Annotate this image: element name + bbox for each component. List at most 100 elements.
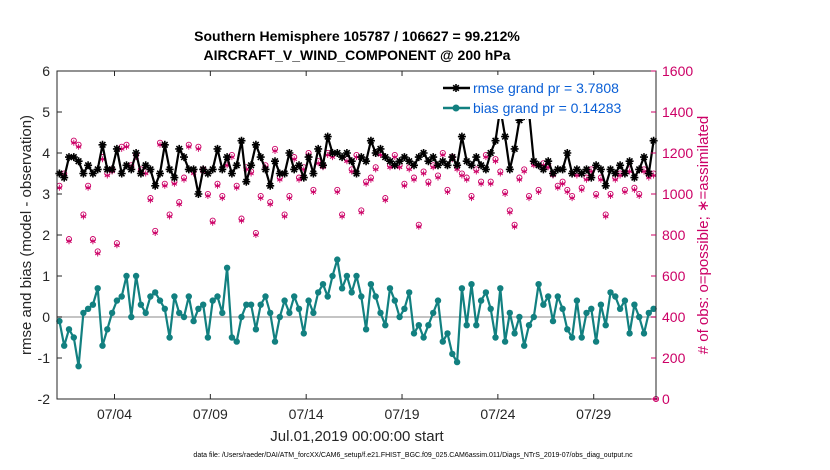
obs-assimilated-point: [238, 217, 245, 224]
rmse-point: [323, 132, 332, 141]
x-tick-label: 07/14: [289, 406, 324, 422]
obs-assimilated-point: [391, 154, 398, 161]
rmse-point: [611, 169, 620, 178]
bias-point: [84, 305, 92, 312]
bias-point: [640, 330, 648, 337]
bias-point: [70, 334, 78, 341]
rmse-point: [275, 169, 284, 178]
obs-assimilated-point: [368, 176, 374, 183]
bias-point: [137, 301, 145, 308]
bias-point: [477, 297, 485, 304]
rmse-point: [405, 157, 414, 166]
obs-assimilated-point: [463, 176, 470, 183]
bias-point: [128, 313, 135, 321]
rmse-point: [443, 161, 452, 170]
rmse-point: [122, 161, 131, 170]
bias-point: [142, 309, 149, 317]
rmse-point: [587, 173, 596, 182]
obs-assimilated-point: [334, 189, 341, 195]
legend-rmse-marker: [452, 84, 460, 92]
rmse-point: [477, 161, 486, 170]
bias-point: [535, 281, 542, 288]
rmse-point: [486, 149, 495, 157]
obs-assimilated-point: [444, 189, 451, 195]
rmse-point: [429, 153, 438, 162]
obs-assimilated-point: [502, 191, 508, 197]
obs-assimilated-point: [387, 164, 393, 171]
bias-point: [65, 326, 73, 333]
rmse-point: [338, 153, 347, 162]
rmse-point: [280, 169, 289, 178]
bias-point: [132, 272, 140, 280]
obs-assimilated-point: [348, 168, 355, 175]
bias-point: [176, 309, 183, 317]
obs-assimilated-point: [253, 232, 259, 238]
rmse-point: [237, 136, 246, 145]
obs-assimilated-point: [602, 213, 609, 220]
bias-point: [401, 305, 408, 312]
rmse-point: [568, 169, 577, 178]
obs-assimilated-point: [578, 186, 585, 193]
bias-point: [156, 297, 164, 304]
bias-point: [492, 334, 499, 341]
bias-point: [621, 297, 629, 304]
rmse-point: [319, 161, 327, 170]
obs-assimilated-point: [257, 195, 264, 202]
rmse-point: [395, 157, 404, 166]
rmse-point: [553, 165, 562, 174]
x-tick-label: 07/09: [193, 406, 228, 422]
obs-assimilated-point: [526, 195, 532, 202]
rmse-point: [620, 169, 629, 178]
bias-point: [540, 301, 547, 308]
bias-point: [487, 305, 494, 312]
bias-point: [602, 322, 609, 329]
obs-assimilated-point: [171, 180, 178, 187]
y-tick-left-label: 0: [42, 309, 50, 325]
bias-point: [568, 334, 576, 341]
obs-possible-series: [56, 137, 660, 403]
bias-point: [588, 305, 595, 312]
bias-point: [190, 317, 197, 325]
bias-point: [99, 342, 106, 349]
bias-point: [185, 293, 192, 300]
bias-point: [410, 330, 418, 337]
obs-assimilated-point: [118, 145, 125, 152]
rmse-point: [529, 157, 538, 166]
obs-assimilated-point: [415, 223, 422, 230]
plot-frame: [56, 70, 657, 400]
rmse-point: [136, 169, 145, 178]
rmse-point: [414, 153, 423, 162]
bias-point: [631, 301, 638, 308]
rmse-point: [314, 144, 323, 153]
rmse-point: [601, 181, 610, 190]
bias-point: [324, 293, 331, 300]
bias-point: [252, 326, 260, 333]
rmse-point: [462, 157, 471, 166]
rmse-point: [366, 136, 375, 145]
rmse-point: [577, 169, 586, 178]
legend-bias-label: bias grand pr = 0.14283: [473, 100, 621, 116]
rmse-point: [103, 165, 112, 174]
y-axis-right: 0 200 400 600 800 1000 1200 1400 1600: [651, 63, 693, 407]
bias-point: [430, 309, 437, 317]
obs-assimilated-point: [152, 230, 159, 236]
rmse-point: [630, 173, 639, 182]
obs-assimilated-point: [161, 182, 168, 189]
obs-assimilated-point: [281, 213, 288, 220]
bias-point: [497, 285, 504, 292]
legend-rmse-label: rmse grand pr = 3.7808: [473, 80, 619, 96]
rmse-point: [55, 169, 64, 178]
rmse-point: [606, 165, 615, 174]
rmse-point: [151, 181, 160, 190]
bias-point: [214, 293, 221, 300]
legend: rmse grand pr = 3.7808 bias grand pr = 0…: [436, 75, 651, 119]
obs-assimilated-point: [382, 197, 389, 204]
y-tick-right-label: 1600: [662, 63, 693, 79]
rmse-point: [544, 157, 553, 166]
obs-assimilated-point: [622, 189, 628, 195]
rmse-point: [156, 169, 164, 178]
rmse-point: [256, 153, 265, 162]
y-tick-right-label: 1200: [662, 145, 693, 161]
bias-point: [108, 309, 116, 317]
rmse-point: [453, 161, 462, 170]
